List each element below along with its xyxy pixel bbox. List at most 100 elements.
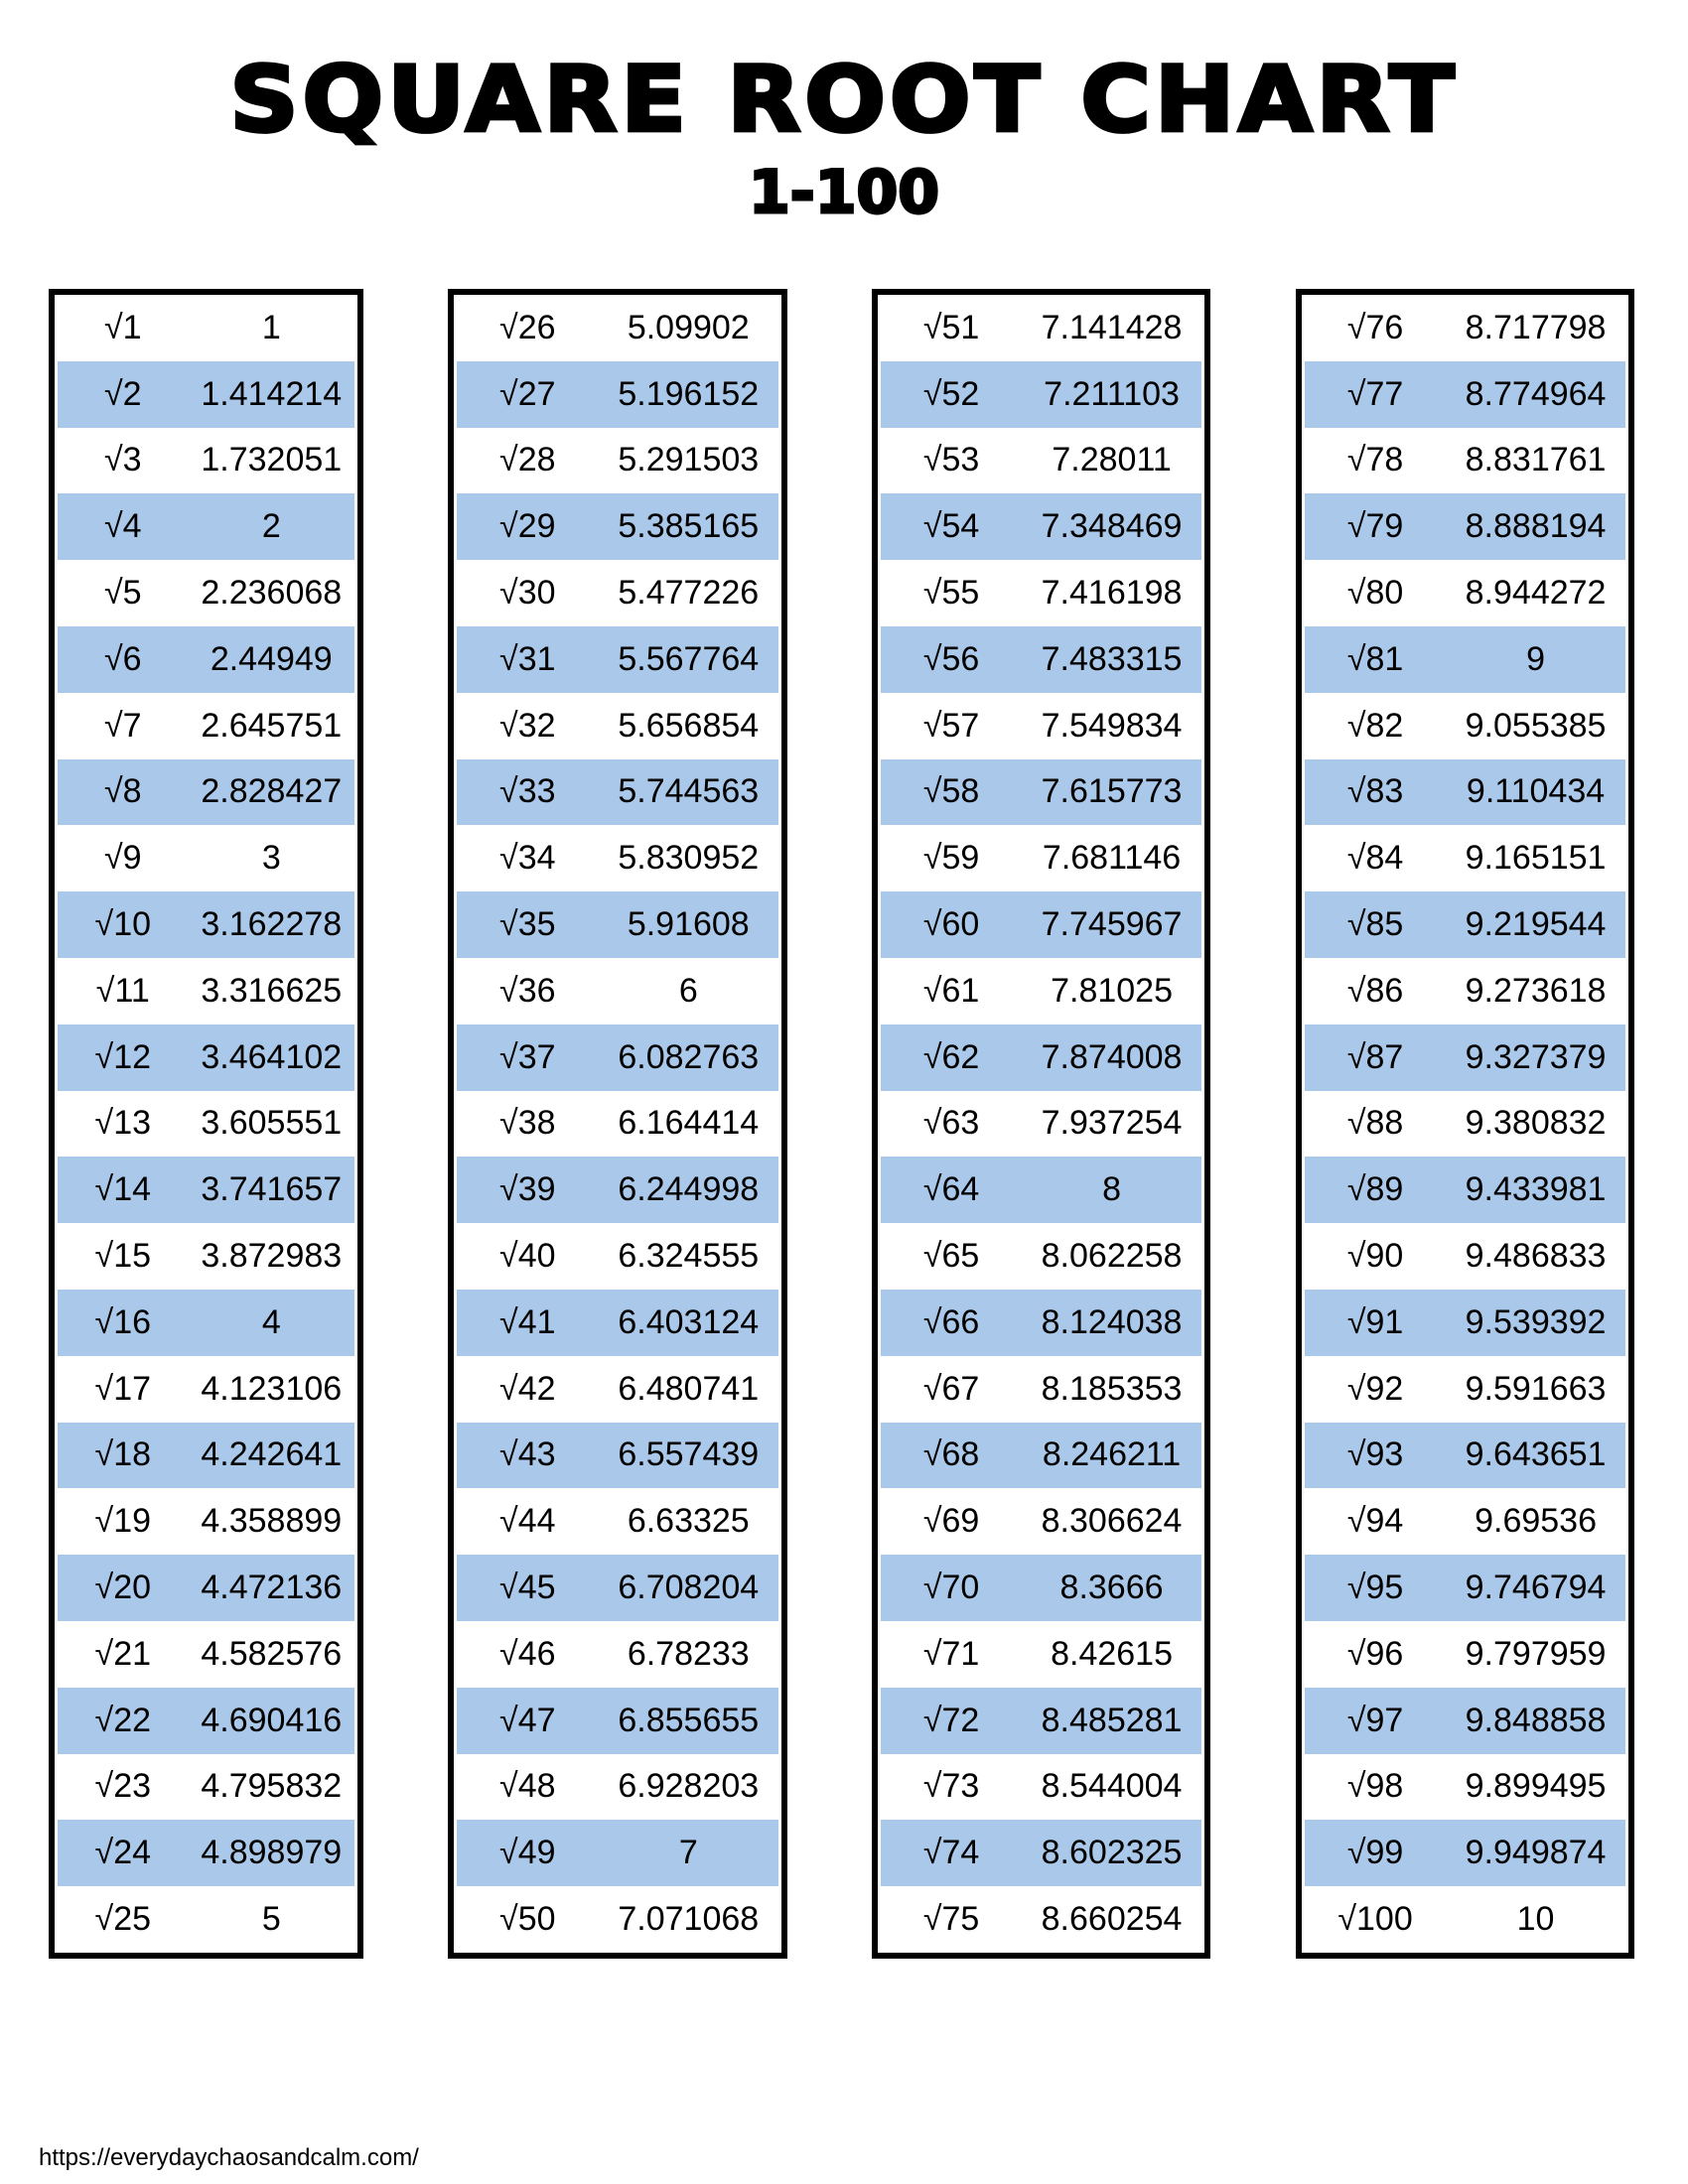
root-value: 3.316625 [201, 971, 343, 1010]
root-label: √59 [922, 839, 980, 878]
root-label: √58 [922, 772, 980, 811]
root-label: √64 [922, 1170, 980, 1209]
root-value: 7.874008 [1041, 1037, 1183, 1076]
table-row: √89 9.433981 [1305, 1157, 1625, 1224]
table-row: √16 4 [58, 1289, 354, 1356]
table-row: √36 6 [457, 957, 778, 1024]
root-label: √19 [94, 1502, 152, 1541]
root-label: √48 [499, 1767, 556, 1806]
table-row: √63 7.937254 [881, 1090, 1201, 1158]
table-row: √17 4.123106 [58, 1355, 354, 1423]
table-row: √66 8.124038 [881, 1289, 1201, 1356]
root-label: √38 [499, 1104, 556, 1143]
table-row: √90 9.486833 [1305, 1223, 1625, 1290]
root-value: 9 [1526, 639, 1546, 678]
root-value: 3.605551 [201, 1104, 343, 1143]
root-value: 10 [1516, 1900, 1555, 1939]
page-title: SQUARE ROOT CHART [227, 46, 1459, 153]
root-value: 9.165151 [1465, 839, 1607, 878]
table-row: √69 8.306624 [881, 1488, 1201, 1556]
table-row: √41 6.403124 [457, 1289, 778, 1356]
root-value: 9.69536 [1475, 1502, 1597, 1541]
root-value: 9.591663 [1465, 1369, 1607, 1408]
root-label: √77 [1346, 374, 1404, 413]
table-row: √87 9.327379 [1305, 1024, 1625, 1091]
root-value: 7.416198 [1041, 574, 1183, 613]
root-value: 8.888194 [1465, 507, 1607, 546]
root-value: 5.744563 [618, 772, 760, 811]
table-row: √13 3.605551 [58, 1090, 354, 1158]
root-label: √22 [94, 1701, 152, 1739]
root-value: 6.557439 [618, 1435, 760, 1474]
root-value: 9.486833 [1465, 1237, 1607, 1276]
root-label: √47 [499, 1701, 556, 1739]
root-label: √95 [1346, 1569, 1404, 1607]
root-value: 4.582576 [201, 1634, 343, 1673]
table-row: √3 1.732051 [58, 427, 354, 494]
root-value: 6.78233 [627, 1634, 750, 1673]
root-label: √53 [922, 441, 980, 479]
root-label: √68 [922, 1435, 980, 1474]
table-row: √9 3 [58, 825, 354, 892]
root-value: 4.795832 [201, 1767, 343, 1806]
root-label: √30 [499, 574, 556, 613]
root-label: √50 [499, 1900, 556, 1939]
root-label: √41 [499, 1302, 556, 1341]
footer-url[interactable]: https://everydaychaosandcalm.com/ [39, 2144, 419, 2171]
table-row: √48 6.928203 [457, 1753, 778, 1821]
table-row: √93 9.643651 [1305, 1422, 1625, 1489]
root-value: 4.898979 [201, 1834, 343, 1872]
table-row: √22 4.690416 [58, 1687, 354, 1754]
root-label: √56 [922, 639, 980, 678]
table-row: √91 9.539392 [1305, 1289, 1625, 1356]
root-value: 2.44949 [210, 639, 333, 678]
root-label: √73 [922, 1767, 980, 1806]
root-value: 9.949874 [1465, 1834, 1607, 1872]
root-value: 8 [1102, 1170, 1122, 1209]
root-label: √99 [1346, 1834, 1404, 1872]
table-row: √94 9.69536 [1305, 1488, 1625, 1556]
table-row: √4 2 [58, 493, 354, 561]
root-value: 8.544004 [1041, 1767, 1183, 1806]
table-row: √6 2.44949 [58, 625, 354, 693]
root-label: √88 [1346, 1104, 1404, 1143]
root-label: √76 [1346, 308, 1404, 346]
root-value: 7.745967 [1041, 905, 1183, 944]
root-label: √74 [922, 1834, 980, 1872]
table-row: √58 7.615773 [881, 758, 1201, 826]
root-label: √86 [1346, 971, 1404, 1010]
root-value: 8.660254 [1041, 1900, 1183, 1939]
table-row: √95 9.746794 [1305, 1555, 1625, 1621]
root-value: 3 [261, 839, 281, 878]
square-root-table-2: √26 5.09902 √27 5.196152 √28 5.291503 √29 5.385… [448, 289, 787, 1959]
root-label: √45 [499, 1569, 556, 1607]
root-label: √27 [499, 374, 556, 413]
root-label: √36 [499, 971, 556, 1010]
root-value: 5.196152 [618, 374, 760, 413]
root-label: √33 [499, 772, 556, 811]
root-value: 5 [261, 1900, 281, 1939]
root-label: √79 [1346, 507, 1404, 546]
root-label: √7 [103, 706, 142, 745]
root-label: √54 [922, 507, 980, 546]
table-row: √20 4.472136 [58, 1555, 354, 1621]
root-value: 2.236068 [201, 574, 343, 613]
root-value: 6.082763 [618, 1037, 760, 1076]
root-label: √29 [499, 507, 556, 546]
table-row: √43 6.557439 [457, 1422, 778, 1489]
root-label: √35 [499, 905, 556, 944]
table-row: √14 3.741657 [58, 1157, 354, 1224]
root-value: 9.797959 [1465, 1634, 1607, 1673]
root-label: √89 [1346, 1170, 1404, 1209]
root-value: 7.211103 [1044, 374, 1180, 413]
root-label: √8 [103, 772, 142, 811]
root-value: 5.656854 [618, 706, 760, 745]
table-row: √86 9.273618 [1305, 957, 1625, 1024]
table-row: √79 8.888194 [1305, 493, 1625, 561]
table-row: √38 6.164414 [457, 1090, 778, 1158]
table-row: √34 5.830952 [457, 825, 778, 892]
table-row: √62 7.874008 [881, 1024, 1201, 1091]
root-label: √14 [94, 1170, 152, 1209]
root-label: √34 [499, 839, 556, 878]
table-row: √78 8.831761 [1305, 427, 1625, 494]
